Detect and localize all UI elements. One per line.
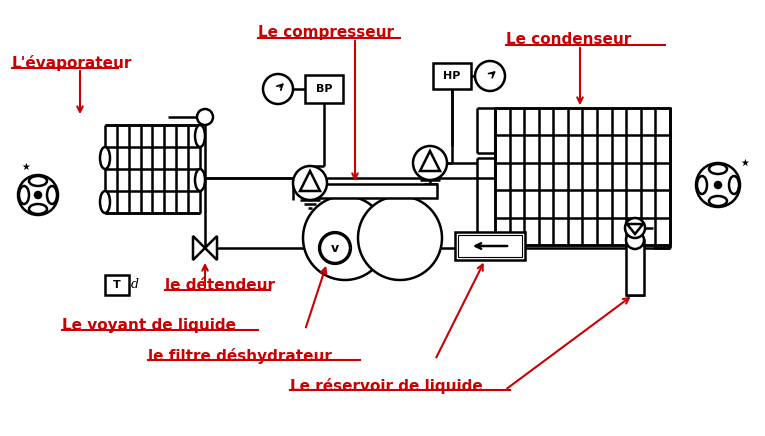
Text: ★: ★	[741, 158, 750, 168]
Ellipse shape	[195, 169, 205, 191]
Text: Le voyant de liquide: Le voyant de liquide	[62, 318, 236, 333]
Circle shape	[696, 163, 740, 207]
Ellipse shape	[100, 191, 110, 213]
Bar	[433, 63, 471, 89]
Polygon shape	[420, 151, 440, 171]
Text: Le réservoir de liquide: Le réservoir de liquide	[290, 378, 483, 394]
Circle shape	[263, 74, 293, 104]
Circle shape	[626, 231, 644, 249]
Circle shape	[413, 146, 447, 180]
Bar	[626, 240, 644, 295]
Circle shape	[715, 182, 721, 188]
Circle shape	[303, 196, 387, 280]
Circle shape	[18, 175, 58, 215]
Ellipse shape	[19, 186, 29, 204]
Text: Le condenseur: Le condenseur	[506, 32, 631, 47]
Ellipse shape	[709, 196, 727, 206]
Bar	[495, 108, 670, 245]
Bar	[458, 235, 522, 257]
Text: v: v	[331, 242, 339, 255]
Circle shape	[293, 166, 327, 200]
Ellipse shape	[709, 164, 727, 174]
Polygon shape	[205, 236, 217, 260]
Ellipse shape	[729, 176, 739, 194]
Bar	[308, 184, 437, 198]
Ellipse shape	[195, 125, 205, 147]
Text: ★: ★	[21, 162, 31, 172]
Circle shape	[358, 196, 442, 280]
Bar	[305, 75, 343, 103]
Circle shape	[197, 109, 213, 125]
Ellipse shape	[697, 176, 707, 194]
Text: Le compresseur: Le compresseur	[258, 25, 394, 40]
Circle shape	[475, 61, 505, 91]
Circle shape	[35, 192, 41, 198]
Text: le filtre déshydrateur: le filtre déshydrateur	[148, 348, 332, 364]
Text: L'évaporateur: L'évaporateur	[12, 55, 132, 71]
Ellipse shape	[47, 186, 57, 204]
Polygon shape	[300, 171, 320, 191]
Text: HP: HP	[443, 71, 461, 81]
Text: d: d	[131, 279, 139, 292]
Ellipse shape	[29, 204, 47, 214]
Ellipse shape	[29, 176, 47, 186]
Circle shape	[625, 218, 645, 238]
Bar	[105, 275, 129, 295]
Ellipse shape	[100, 147, 110, 169]
Polygon shape	[193, 236, 205, 260]
Text: T: T	[113, 280, 121, 290]
Text: le détendeur: le détendeur	[165, 278, 275, 293]
Bar	[455, 232, 525, 260]
Polygon shape	[627, 224, 643, 234]
Circle shape	[320, 233, 350, 263]
Text: BP: BP	[316, 84, 332, 94]
Circle shape	[320, 233, 350, 263]
